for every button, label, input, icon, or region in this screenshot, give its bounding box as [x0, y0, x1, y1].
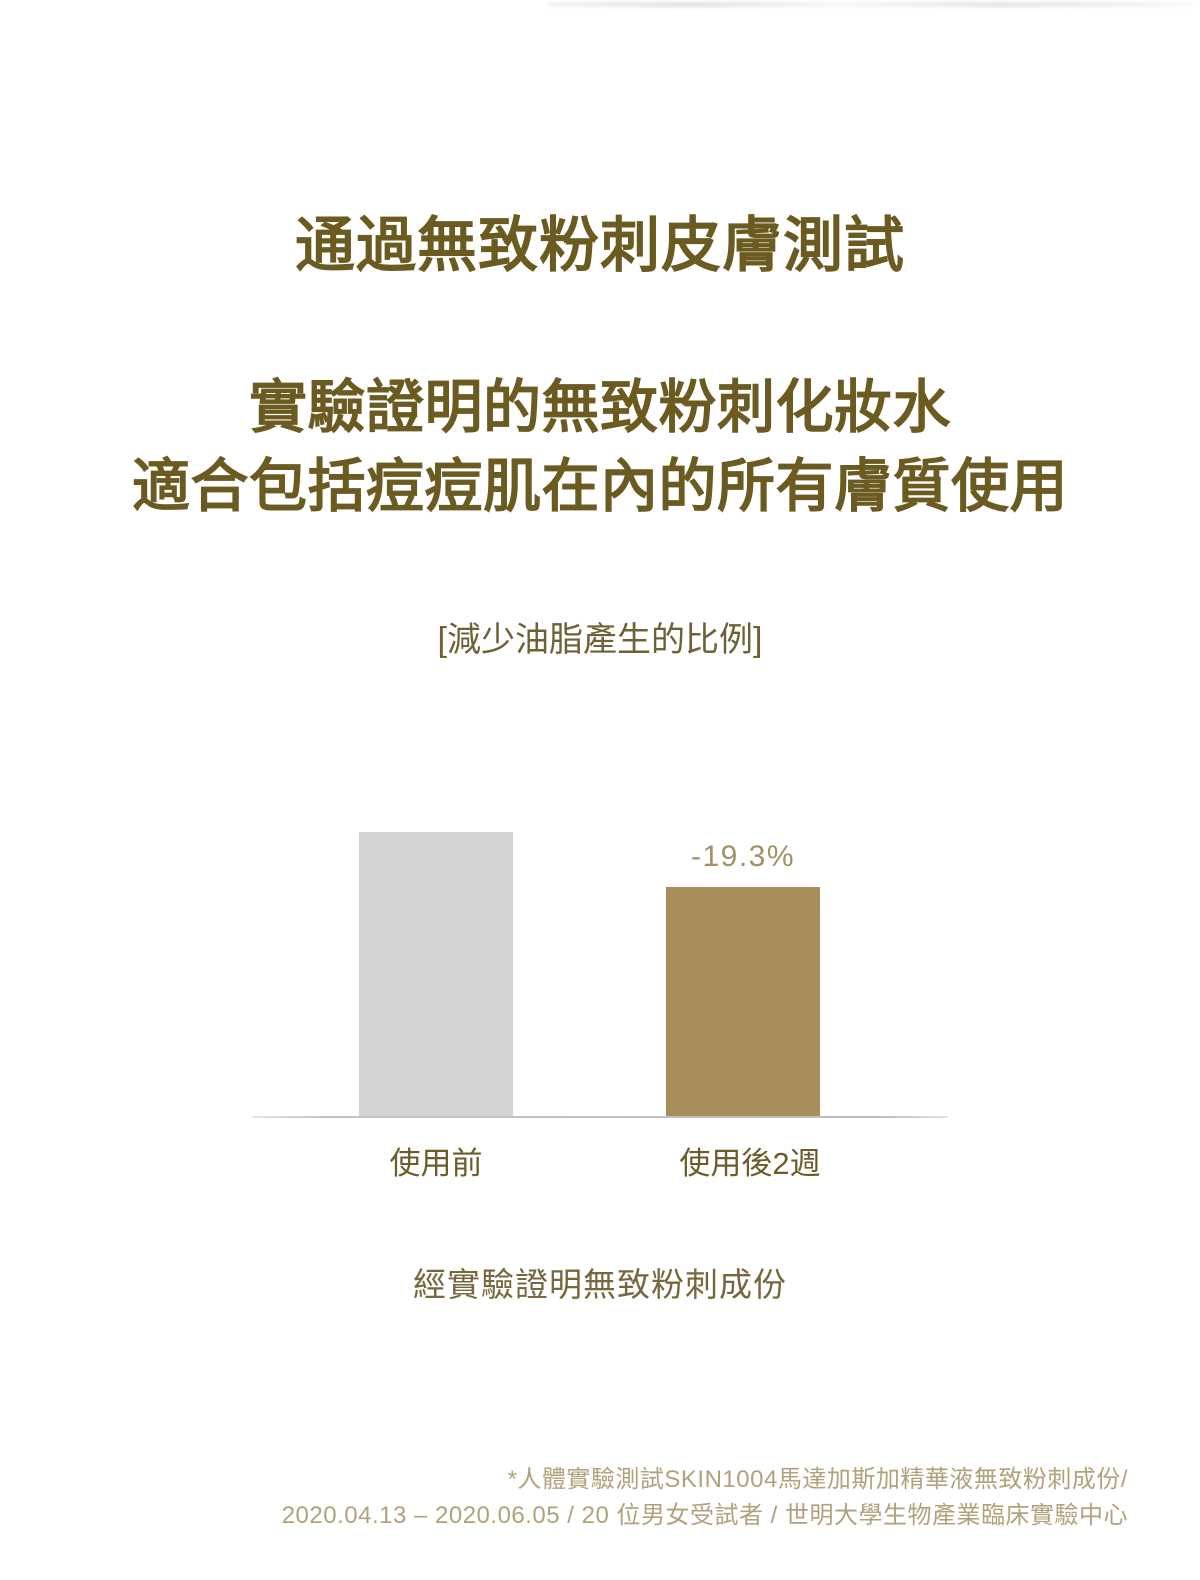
page-subtitle: 實驗證明的無致粉刺化妝水 適合包括痘痘肌在內的所有膚質使用: [0, 368, 1200, 526]
page-title: 通過無致粉刺皮膚測試: [295, 212, 905, 279]
chart-caption: 經實驗證明無致粉刺成份: [413, 1266, 787, 1303]
subtitle-line-1: 實驗證明的無致粉刺化妝水: [248, 375, 951, 440]
x-axis-label-after: 使用後2週: [679, 1146, 821, 1181]
bar-value-label: -19.3%: [690, 840, 796, 873]
study-footnote: *人體實驗測試SKIN1004馬達加斯加精華液無致粉刺成份/ 2020.04.1…: [228, 1462, 1128, 1534]
x-axis-label-before: 使用前: [389, 1146, 483, 1181]
chart-title: [減少油脂產生的比例]: [437, 621, 763, 659]
bar-after-2-weeks: [666, 887, 820, 1118]
footnote-line-2: 2020.04.13 – 2020.06.05 / 20 位男女受試者 / 世明…: [281, 1502, 1128, 1529]
subtitle-line-2: 適合包括痘痘肌在內的所有膚質使用: [131, 454, 1068, 519]
footnote-line-1: *人體實驗測試SKIN1004馬達加斯加精華液無致粉刺成份/: [507, 1466, 1128, 1493]
top-edge-cropped-text-artifact: [548, 2, 1193, 7]
bar-before-use: [359, 832, 513, 1118]
x-axis-line: [252, 1116, 948, 1118]
